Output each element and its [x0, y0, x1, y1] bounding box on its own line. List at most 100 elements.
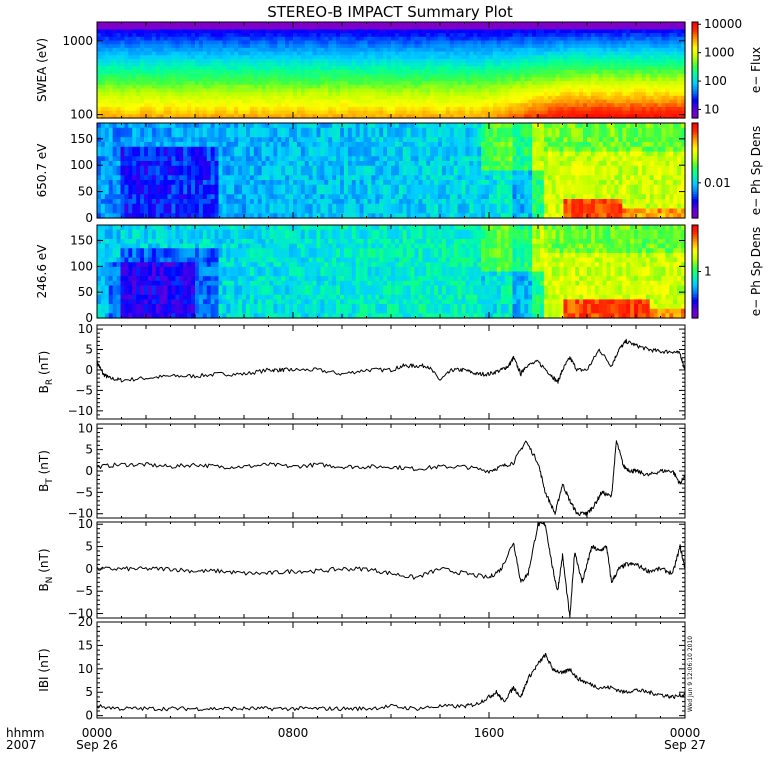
spectrogram-cell [320, 88, 325, 93]
spectrogram-cell [555, 44, 561, 49]
spectrogram-cell [132, 99, 137, 104]
spectrogram-cell [492, 95, 498, 101]
spectrogram-cell [210, 175, 216, 181]
spectrogram-cell [308, 22, 314, 27]
spectrogram-cell [226, 132, 231, 138]
spectrogram-cell [434, 77, 439, 82]
spectrogram-cell [132, 180, 137, 186]
spectrogram-cell [289, 40, 294, 45]
spectrogram-cell [97, 165, 102, 172]
spectrogram-cell [626, 114, 631, 119]
spectrogram-cell [304, 95, 310, 101]
spectrogram-cell [151, 55, 157, 60]
spectrogram-cell [218, 132, 224, 138]
spectrogram-cell [128, 73, 133, 78]
spectrogram-cell [536, 92, 541, 97]
spectrogram-cell [261, 180, 267, 186]
spectrogram-cell [422, 25, 427, 30]
spectrogram-cell [269, 151, 274, 157]
spectrogram-cell [289, 106, 294, 112]
spectrogram-cell [406, 81, 412, 86]
spectrogram-cell [316, 95, 322, 101]
spectrogram-cell [214, 84, 220, 90]
spectrogram-cell [669, 95, 674, 101]
spectrogram-cell [132, 33, 137, 38]
spectrogram-cell [618, 47, 623, 53]
spectrogram-cell [418, 99, 423, 104]
spectrogram-cell [496, 33, 502, 38]
spectrogram-cell [547, 73, 553, 78]
spectrogram-cell [218, 213, 224, 219]
spectrogram-cell [108, 132, 114, 138]
spectrogram-cell [347, 58, 353, 64]
colorbar-step [692, 103, 698, 107]
spectrogram-cell [210, 81, 216, 86]
spectrogram-cell [485, 114, 490, 119]
spectrogram-cell [473, 70, 478, 75]
spectrogram-cell [175, 180, 180, 186]
spectrogram-cell [265, 213, 271, 219]
spectrogram-cell [222, 203, 227, 210]
spectrogram-cell [230, 84, 235, 90]
spectrogram-cell [618, 29, 623, 34]
spectrogram-cell [340, 73, 345, 78]
spectrogram-cell [140, 55, 145, 60]
spectrogram-cell [457, 47, 463, 53]
spectrogram-cell [453, 66, 459, 71]
spectrogram-cell [210, 44, 216, 49]
spectrogram-cell [183, 44, 188, 49]
spectrogram-cell [681, 51, 686, 56]
spectrogram-cell [551, 62, 557, 67]
spectrogram-cell [677, 22, 682, 27]
spectrogram-cell [657, 51, 663, 56]
spectrogram-cell [590, 92, 596, 97]
spectrogram-cell [336, 51, 341, 56]
spectrogram-cell [410, 77, 416, 82]
spectrogram-cell [371, 62, 376, 67]
spectrogram-cell [144, 165, 149, 172]
spectrogram-cell [418, 47, 423, 53]
spectrogram-cell [645, 99, 651, 104]
spectrogram-cell [375, 106, 380, 112]
spectrogram-cell [293, 36, 298, 42]
spectrogram-cell [434, 88, 439, 93]
spectrogram-cell [195, 103, 200, 108]
spectrogram-cell [508, 40, 514, 45]
spectrogram-cell [614, 44, 619, 49]
spectrogram-cell [261, 84, 267, 90]
spectrogram-cell [218, 58, 224, 64]
spectrogram-cell [512, 95, 518, 101]
spectrogram-cell [457, 77, 463, 82]
spectrogram-cell [363, 110, 369, 115]
spectrogram-cell [187, 165, 192, 172]
spectrogram-cell [406, 73, 412, 78]
spectrogram-cell [547, 44, 553, 49]
spectrogram-cell [371, 110, 376, 115]
spectrogram-cell [179, 110, 184, 115]
spectrogram-cell [379, 29, 384, 34]
spectrogram-cell [214, 137, 220, 143]
spectrogram-cell [253, 175, 259, 181]
spectrogram-cell [524, 73, 529, 78]
spectrogram-cell [461, 92, 467, 97]
spectrogram-cell [343, 58, 349, 64]
spectrogram-cell [222, 170, 227, 176]
spectrogram-cell [637, 81, 643, 86]
spectrogram-cell [457, 110, 463, 115]
spectrogram-cell [567, 29, 572, 34]
spectrogram-cell [634, 47, 639, 53]
spectrogram-cell [187, 161, 192, 167]
spectrogram-cell [653, 58, 659, 64]
spectrogram-cell [210, 170, 216, 176]
spectrogram-cell [681, 88, 686, 93]
spectrogram-cell [489, 22, 494, 27]
spectrogram-cell [504, 106, 510, 112]
spectrogram-cell [414, 114, 420, 119]
spectrogram-cell [261, 156, 267, 162]
spectrogram-cell [163, 161, 169, 167]
spectrogram-cell [202, 62, 208, 67]
spectrogram-cell [249, 103, 255, 108]
spectrogram-cell [406, 51, 412, 56]
spectrogram-cell [195, 44, 200, 49]
